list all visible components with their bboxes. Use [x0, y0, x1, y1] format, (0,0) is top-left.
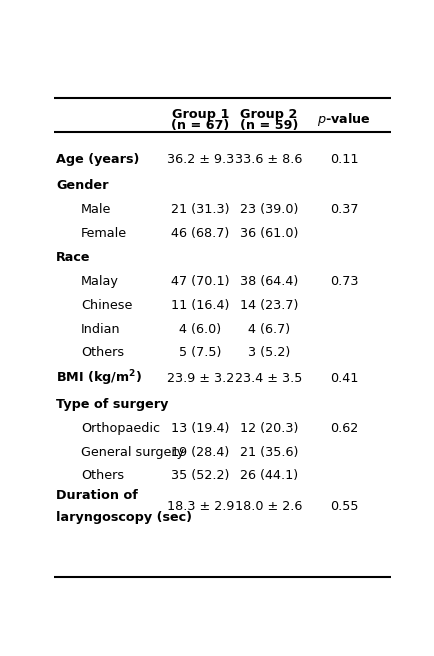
- Text: Gender: Gender: [56, 179, 108, 192]
- Text: Group 1: Group 1: [172, 108, 229, 121]
- Text: 12 (20.3): 12 (20.3): [240, 422, 298, 435]
- Text: 18.0 ± 2.6: 18.0 ± 2.6: [235, 501, 302, 513]
- Text: Malay: Malay: [81, 275, 119, 288]
- Text: 19 (28.4): 19 (28.4): [171, 446, 230, 459]
- Text: $\mathit{p}$-value: $\mathit{p}$-value: [317, 112, 371, 129]
- Text: 13 (19.4): 13 (19.4): [171, 422, 230, 435]
- Text: 21 (31.3): 21 (31.3): [171, 203, 230, 216]
- Text: Type of surgery: Type of surgery: [56, 398, 168, 411]
- Text: Indian: Indian: [81, 323, 121, 335]
- Text: laryngoscopy (sec): laryngoscopy (sec): [56, 512, 192, 524]
- Text: 0.11: 0.11: [330, 153, 358, 165]
- Text: 26 (44.1): 26 (44.1): [240, 470, 298, 483]
- Text: 38 (64.4): 38 (64.4): [240, 275, 298, 288]
- Text: 3 (5.2): 3 (5.2): [248, 346, 290, 359]
- Text: Race: Race: [56, 251, 90, 264]
- Text: 14 (23.7): 14 (23.7): [240, 298, 298, 312]
- Text: 36 (61.0): 36 (61.0): [240, 227, 298, 240]
- Text: 23.4 ± 3.5: 23.4 ± 3.5: [235, 372, 302, 385]
- Text: 4 (6.7): 4 (6.7): [248, 323, 290, 335]
- Text: 4 (6.0): 4 (6.0): [180, 323, 222, 335]
- Text: 21 (35.6): 21 (35.6): [240, 446, 298, 459]
- Text: (n = 67): (n = 67): [171, 119, 230, 133]
- Text: Others: Others: [81, 470, 124, 483]
- Text: Group 2: Group 2: [240, 108, 298, 121]
- Text: Orthopaedic: Orthopaedic: [81, 422, 160, 435]
- Text: 47 (70.1): 47 (70.1): [171, 275, 230, 288]
- Text: 5 (7.5): 5 (7.5): [179, 346, 222, 359]
- Text: 36.2 ± 9.3: 36.2 ± 9.3: [167, 153, 234, 165]
- Text: 23 (39.0): 23 (39.0): [240, 203, 298, 216]
- Text: 18.3 ± 2.9: 18.3 ± 2.9: [167, 501, 234, 513]
- Text: 33.6 ± 8.6: 33.6 ± 8.6: [235, 153, 302, 165]
- Text: 35 (52.2): 35 (52.2): [171, 470, 230, 483]
- Text: Others: Others: [81, 346, 124, 359]
- Text: Duration of: Duration of: [56, 489, 138, 502]
- Text: 0.73: 0.73: [330, 275, 358, 288]
- Text: 0.41: 0.41: [330, 372, 358, 385]
- Text: $\mathbf{BMI\ (kg/m^2)}$: $\mathbf{BMI\ (kg/m^2)}$: [56, 369, 142, 388]
- Text: General surgery: General surgery: [81, 446, 184, 459]
- Text: Chinese: Chinese: [81, 298, 132, 312]
- Text: (n = 59): (n = 59): [240, 119, 298, 133]
- Text: 0.55: 0.55: [330, 501, 358, 513]
- Text: 11 (16.4): 11 (16.4): [171, 298, 230, 312]
- Text: 0.37: 0.37: [330, 203, 358, 216]
- Text: 0.62: 0.62: [330, 422, 358, 435]
- Text: Male: Male: [81, 203, 112, 216]
- Text: 46 (68.7): 46 (68.7): [171, 227, 230, 240]
- Text: Age (years): Age (years): [56, 153, 139, 165]
- Text: Female: Female: [81, 227, 127, 240]
- Text: 23.9 ± 3.2: 23.9 ± 3.2: [167, 372, 234, 385]
